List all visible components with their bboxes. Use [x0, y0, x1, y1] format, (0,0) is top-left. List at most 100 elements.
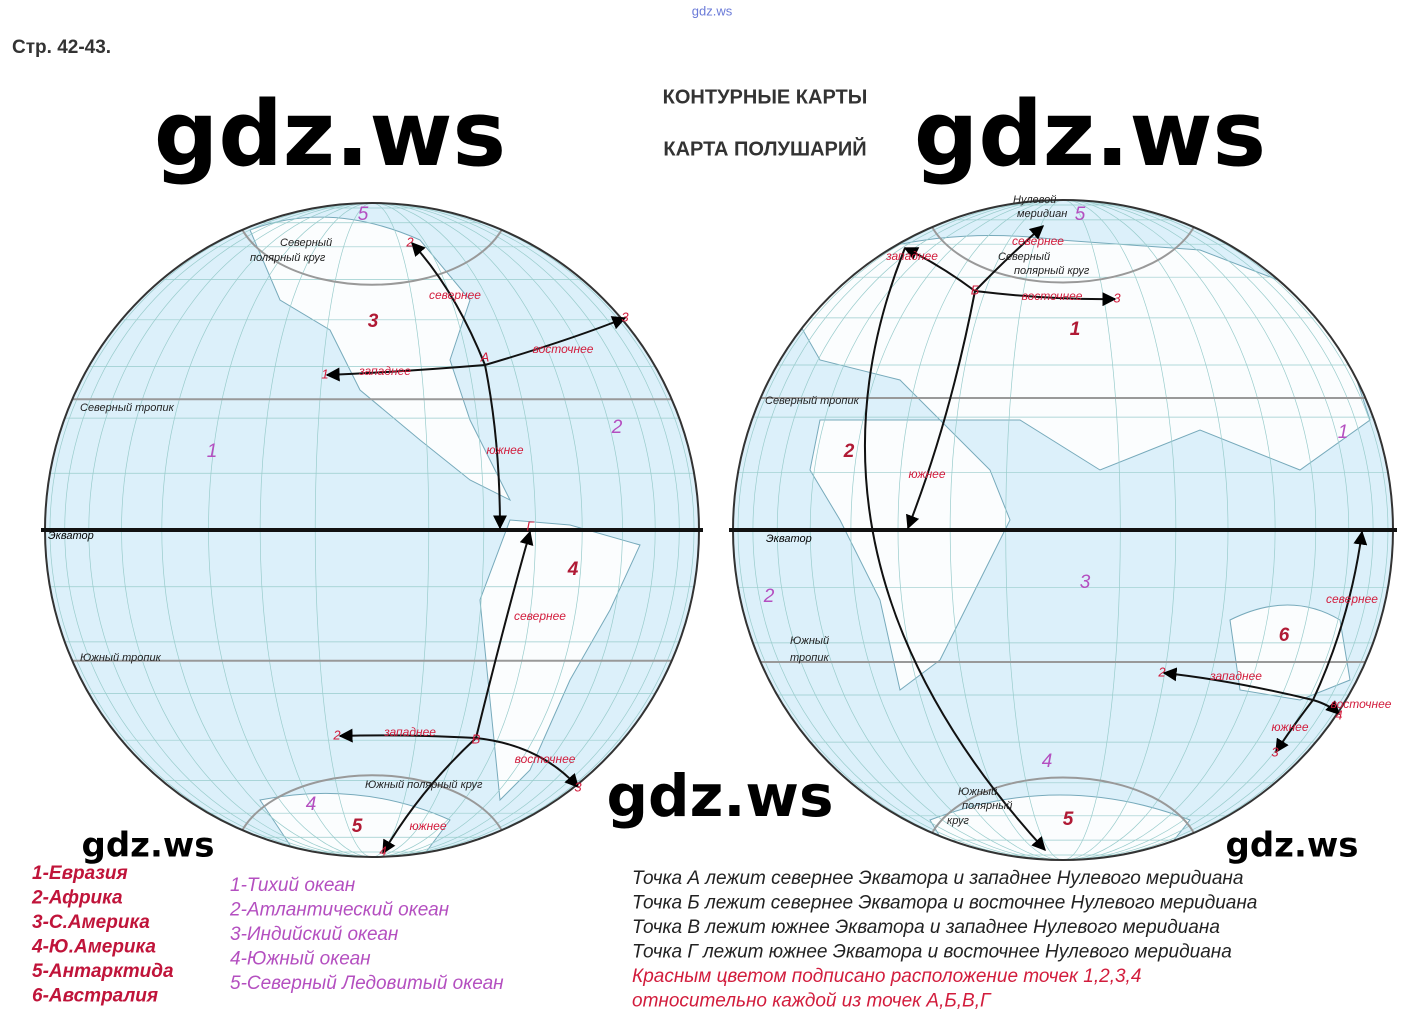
polar-circle — [233, 203, 511, 286]
map-label: 3 — [1113, 290, 1121, 305]
statement: Точка Б лежит севернее Экватора и восточ… — [632, 893, 1257, 914]
map-label: 2 — [843, 441, 855, 462]
map-label: 3 — [574, 779, 582, 794]
map-label: восточнее — [533, 342, 594, 356]
map-label: 2 — [1157, 664, 1166, 679]
map-label: 5 — [1063, 809, 1074, 830]
polar-circle — [923, 200, 1203, 284]
map-label: 1 — [321, 366, 328, 381]
map-label: 4 — [306, 794, 317, 815]
site-link[interactable]: gdz.ws — [692, 3, 733, 18]
map-label: 5 — [358, 204, 369, 225]
statement: Красным цветом подписано расположение то… — [632, 966, 1141, 987]
map-label: Экватор — [766, 533, 812, 545]
statement: Точка А лежит севернее Экватора и западн… — [632, 868, 1243, 889]
continent-legend: 1-Евразия — [32, 863, 128, 884]
continent-legend: 4-Ю.Америка — [31, 937, 156, 958]
map-label: 1 — [207, 441, 218, 462]
page-number: Стр. 42-43. — [12, 37, 111, 58]
ocean-legend: 5-Северный Ледовитый океан — [230, 973, 504, 994]
map-label: Южный — [790, 635, 829, 647]
watermark: gdz.ws — [154, 82, 506, 187]
subtitle: КАРТА ПОЛУШАРИЙ — [663, 136, 866, 160]
map-label: севернее — [1012, 234, 1064, 248]
map-label: В — [472, 731, 481, 746]
arrow — [411, 241, 486, 366]
arrow — [906, 290, 976, 530]
map-label: 3 — [1271, 744, 1279, 759]
ocean-legend: 2-Атлантический океан — [229, 900, 450, 921]
map-label: 2 — [405, 234, 414, 249]
map-label: полярный — [962, 800, 1012, 812]
map-label: меридиан — [1017, 208, 1067, 220]
map-label: 4 — [1042, 751, 1053, 772]
map-label: 5 — [1075, 204, 1086, 225]
map-label: Б — [971, 282, 980, 297]
arrow — [484, 316, 627, 366]
map-label: тропик — [790, 652, 829, 664]
map-label: Южный тропик — [80, 652, 162, 664]
map-label: Южный — [958, 786, 997, 798]
arrow — [382, 737, 477, 855]
labels: 5 Северный полярный круг 2 севернее 3 3 восточн… — [31, 82, 1392, 1012]
map-label: западнее — [1209, 669, 1262, 683]
watermark: gdz.ws — [81, 826, 214, 866]
polar-circle — [233, 774, 511, 857]
arrow — [484, 364, 507, 530]
polar-circle — [923, 776, 1203, 860]
map-label: Северный — [280, 237, 332, 249]
map-label: западнее — [383, 725, 436, 739]
watermark: gdz.ws — [914, 82, 1266, 187]
map-label: 6 — [1279, 625, 1290, 646]
statement: относительно каждой из точек А,Б,В,Г — [632, 991, 992, 1012]
statement: Точка Г лежит южнее Экватора и восточнее… — [632, 942, 1232, 963]
land — [929, 794, 1191, 860]
watermark: gdz.ws — [1225, 826, 1358, 866]
arrow — [475, 530, 534, 739]
map-label: Северный — [998, 251, 1050, 263]
map-label: Нулевой — [1013, 194, 1056, 206]
arrow — [864, 247, 1046, 852]
title: КОНТУРНЫЕ КАРТЫ — [663, 86, 868, 108]
map-label: 3 — [1080, 572, 1091, 593]
map-label: круг — [947, 815, 969, 827]
arrow — [974, 290, 1117, 307]
map-label: южнее — [1271, 720, 1308, 734]
continent-legend: 2-Африка — [31, 888, 123, 909]
map-label: восточнее — [1331, 697, 1392, 711]
arrow — [903, 247, 976, 292]
arrow — [1312, 699, 1340, 715]
map-label: восточнее — [515, 752, 576, 766]
map-label: севернее — [1326, 592, 1378, 606]
map-label: 2 — [611, 417, 623, 438]
land — [259, 792, 451, 857]
map-label: 1 — [1070, 319, 1081, 340]
map-label: 2 — [332, 727, 341, 742]
maps — [41, 199, 1397, 861]
map-label: 5 — [352, 816, 363, 837]
map-label: восточнее — [1022, 289, 1083, 303]
map-label: 4 — [567, 559, 579, 580]
arrow — [974, 225, 1045, 292]
ocean-legend: 1-Тихий океан — [230, 875, 356, 896]
map-label: 4 — [1335, 707, 1342, 722]
map-label: западнее — [885, 249, 938, 263]
map-label: западнее — [358, 364, 411, 378]
map-label: 4 — [379, 843, 386, 858]
watermark: gdz.ws — [607, 762, 834, 830]
map-label: 1 — [1338, 422, 1349, 443]
land — [809, 419, 1011, 691]
arrow — [1162, 667, 1314, 701]
arrow — [338, 728, 477, 743]
map-label: 2 — [763, 586, 775, 607]
map-label: южнее — [486, 443, 523, 457]
hemisphere — [41, 202, 703, 858]
map-label: Южный полярный круг — [365, 779, 483, 791]
arrow — [475, 737, 579, 789]
map-label: южнее — [908, 467, 945, 481]
continent-legend: 6-Австралия — [32, 986, 158, 1007]
map-label: Северный тропик — [80, 402, 175, 414]
map-label: Г — [526, 518, 534, 533]
map-label: А — [480, 349, 490, 364]
